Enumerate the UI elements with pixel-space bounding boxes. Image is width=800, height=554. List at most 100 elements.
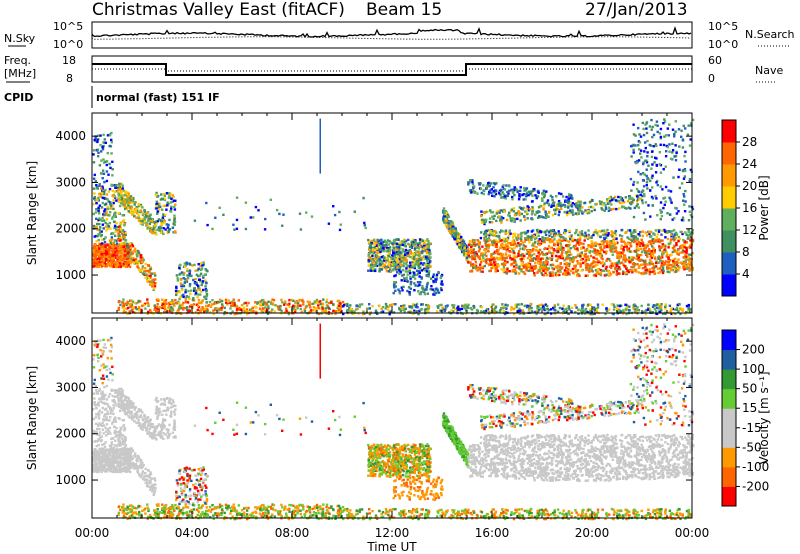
power-cell xyxy=(270,310,273,313)
power-cell xyxy=(620,198,623,201)
power-cell xyxy=(563,262,566,266)
power-cell xyxy=(103,138,106,141)
power-cell xyxy=(108,162,111,166)
power-cell xyxy=(317,307,320,310)
power-cell xyxy=(648,268,651,271)
power-cell xyxy=(631,271,634,274)
power-cell xyxy=(681,251,684,254)
power-cell xyxy=(410,281,413,284)
power-cell xyxy=(554,232,558,235)
power-cell xyxy=(605,259,608,262)
power-cell xyxy=(378,258,381,261)
power-cell xyxy=(428,257,431,260)
power-cell xyxy=(576,254,580,257)
power-cell xyxy=(341,300,345,304)
power-cell xyxy=(436,288,439,291)
power-cell xyxy=(110,249,114,252)
power-cell xyxy=(551,240,554,243)
power-cell xyxy=(556,233,560,236)
power-cell xyxy=(92,251,95,254)
power-cell xyxy=(124,193,127,197)
power-cell xyxy=(548,271,551,274)
power-cell xyxy=(538,210,541,214)
power-cell xyxy=(119,201,123,205)
power-cell xyxy=(254,205,258,209)
power-cell xyxy=(493,263,497,267)
power-cell xyxy=(119,227,122,231)
power-cell xyxy=(110,141,113,144)
power-cell xyxy=(661,266,665,269)
power-cell xyxy=(664,244,667,248)
power-cell xyxy=(567,248,570,251)
power-cell xyxy=(117,212,120,215)
power-cell xyxy=(153,282,156,285)
power-cell xyxy=(192,297,195,300)
power-cell xyxy=(392,262,395,265)
power-cell xyxy=(520,212,524,216)
nave-tick-high: 60 xyxy=(708,54,722,67)
power-cell xyxy=(487,229,490,232)
power-cell xyxy=(110,245,114,248)
power-cell xyxy=(97,151,100,154)
power-cell xyxy=(590,269,593,272)
power-cell xyxy=(644,260,647,264)
power-cell xyxy=(544,233,548,237)
power-cell xyxy=(486,237,489,241)
power-cell xyxy=(98,164,102,167)
power-cell xyxy=(198,274,202,277)
power-cell xyxy=(519,189,522,192)
power-cell xyxy=(405,267,408,270)
power-cell xyxy=(410,240,413,243)
power-cell xyxy=(484,243,488,246)
nave-label: Nave xyxy=(755,64,783,77)
power-cell xyxy=(460,235,463,239)
power-cell xyxy=(642,249,645,252)
power-cell xyxy=(610,230,613,233)
power-cell xyxy=(117,228,120,232)
power-cell xyxy=(585,211,588,214)
power-cell xyxy=(499,246,502,250)
power-cell xyxy=(156,303,159,306)
nsky-panel: N.Sky 10^5 10^0 10^5 10^0 N.Search xyxy=(4,20,795,51)
power-cell xyxy=(426,259,429,262)
power-cell xyxy=(613,262,616,265)
power-cell xyxy=(470,251,473,255)
power-cell xyxy=(456,243,459,246)
power-cell xyxy=(682,266,685,269)
power-cell xyxy=(96,228,99,231)
power-cell xyxy=(404,251,407,254)
power-cell xyxy=(683,250,686,253)
power-cell xyxy=(147,264,150,267)
power-cell xyxy=(421,239,425,242)
power-cell xyxy=(425,243,428,246)
power-cell xyxy=(565,256,568,259)
power-cell xyxy=(640,253,643,257)
power-cell xyxy=(584,256,588,259)
power-cell xyxy=(136,263,139,266)
power-cell xyxy=(194,292,198,295)
power-cell xyxy=(620,228,624,232)
power-cell xyxy=(567,206,570,209)
power-cell xyxy=(159,225,162,228)
power-cell xyxy=(106,254,110,258)
power-cell xyxy=(600,248,603,251)
power-cell xyxy=(562,272,565,276)
power-cell xyxy=(607,209,611,212)
power-cell xyxy=(560,207,563,210)
power-cell xyxy=(469,261,472,264)
power-cell xyxy=(534,261,537,264)
power-cell xyxy=(128,265,132,269)
power-cell xyxy=(578,240,581,243)
power-cell xyxy=(671,250,675,254)
power-cell xyxy=(327,306,330,310)
power-cell xyxy=(397,265,400,268)
power-cell xyxy=(135,212,139,215)
power-cell xyxy=(148,308,152,312)
power-cell xyxy=(394,285,397,288)
power-cell xyxy=(516,217,519,221)
power-cell xyxy=(450,232,453,235)
power-cell xyxy=(495,241,498,244)
power-cell xyxy=(135,252,138,256)
power-cell xyxy=(413,273,416,277)
power-cell xyxy=(563,232,567,235)
